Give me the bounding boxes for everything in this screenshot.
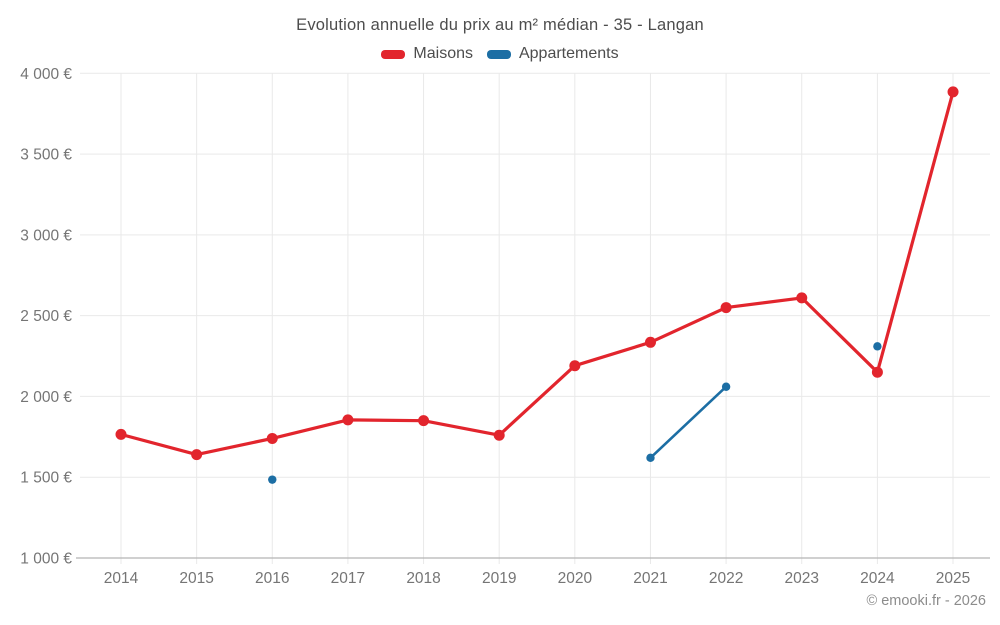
y-tick-label-4000: 4 000 € bbox=[20, 66, 72, 83]
series-line-appartements bbox=[651, 346, 878, 458]
x-tick-label-2022: 2022 bbox=[709, 570, 743, 587]
x-tick-label-2019: 2019 bbox=[482, 570, 516, 587]
x-tick-label-2016: 2016 bbox=[255, 570, 289, 587]
data-point-maisons-2018[interactable] bbox=[418, 415, 430, 427]
data-point-maisons-2020[interactable] bbox=[569, 360, 581, 372]
data-point-maisons-2021[interactable] bbox=[644, 336, 656, 348]
legend-label-appartements: Appartements bbox=[518, 45, 619, 62]
data-point-maisons-2015[interactable] bbox=[191, 449, 203, 461]
legend-label-maisons: Maisons bbox=[413, 45, 473, 62]
data-point-appartements-2016[interactable] bbox=[268, 475, 277, 484]
data-point-appartements-2024[interactable] bbox=[873, 342, 882, 351]
x-tick-label-2024: 2024 bbox=[860, 570, 895, 587]
data-point-maisons-2014[interactable] bbox=[115, 428, 127, 440]
copyright-credit: © emooki.fr - 2026 bbox=[866, 593, 986, 609]
data-point-maisons-2016[interactable] bbox=[266, 432, 278, 444]
x-tick-label-2015: 2015 bbox=[179, 570, 213, 587]
chart-title: Evolution annuelle du prix au m² médian … bbox=[296, 16, 704, 34]
x-tick-label-2018: 2018 bbox=[406, 570, 440, 587]
y-tick-label-3500: 3 500 € bbox=[20, 147, 72, 164]
x-tick-label-2014: 2014 bbox=[104, 570, 139, 587]
y-tick-label-2500: 2 500 € bbox=[20, 308, 72, 325]
data-point-maisons-2023[interactable] bbox=[796, 292, 808, 304]
legend-item-maisons[interactable]: Maisons bbox=[381, 45, 473, 63]
data-point-maisons-2024[interactable] bbox=[871, 366, 883, 378]
x-tick-label-2020: 2020 bbox=[558, 570, 593, 587]
data-point-maisons-2017[interactable] bbox=[342, 414, 354, 426]
data-point-maisons-2022[interactable] bbox=[720, 302, 732, 314]
x-tick-label-2025: 2025 bbox=[936, 570, 970, 587]
x-tick-label-2021: 2021 bbox=[633, 570, 667, 587]
data-point-appartements-2022[interactable] bbox=[721, 382, 731, 391]
y-tick-label-1500: 1 500 € bbox=[20, 470, 72, 487]
y-tick-label-2000: 2 000 € bbox=[20, 389, 72, 406]
data-point-maisons-2019[interactable] bbox=[493, 429, 505, 441]
chart-legend: Maisons Appartements bbox=[0, 45, 1000, 63]
series-line-maisons bbox=[119, 90, 955, 457]
data-point-maisons-2025[interactable] bbox=[947, 86, 959, 98]
appartements-swatch-icon bbox=[486, 49, 511, 59]
maisons-swatch-icon bbox=[381, 49, 406, 59]
data-point-appartements-2021[interactable] bbox=[646, 453, 655, 463]
x-tick-label-2017: 2017 bbox=[331, 570, 365, 587]
x-tick-label-2023: 2023 bbox=[785, 570, 819, 587]
legend-item-appartements[interactable]: Appartements bbox=[486, 45, 619, 63]
y-tick-label-1000: 1 000 € bbox=[20, 551, 72, 568]
y-tick-label-3000: 3 000 € bbox=[20, 227, 72, 244]
